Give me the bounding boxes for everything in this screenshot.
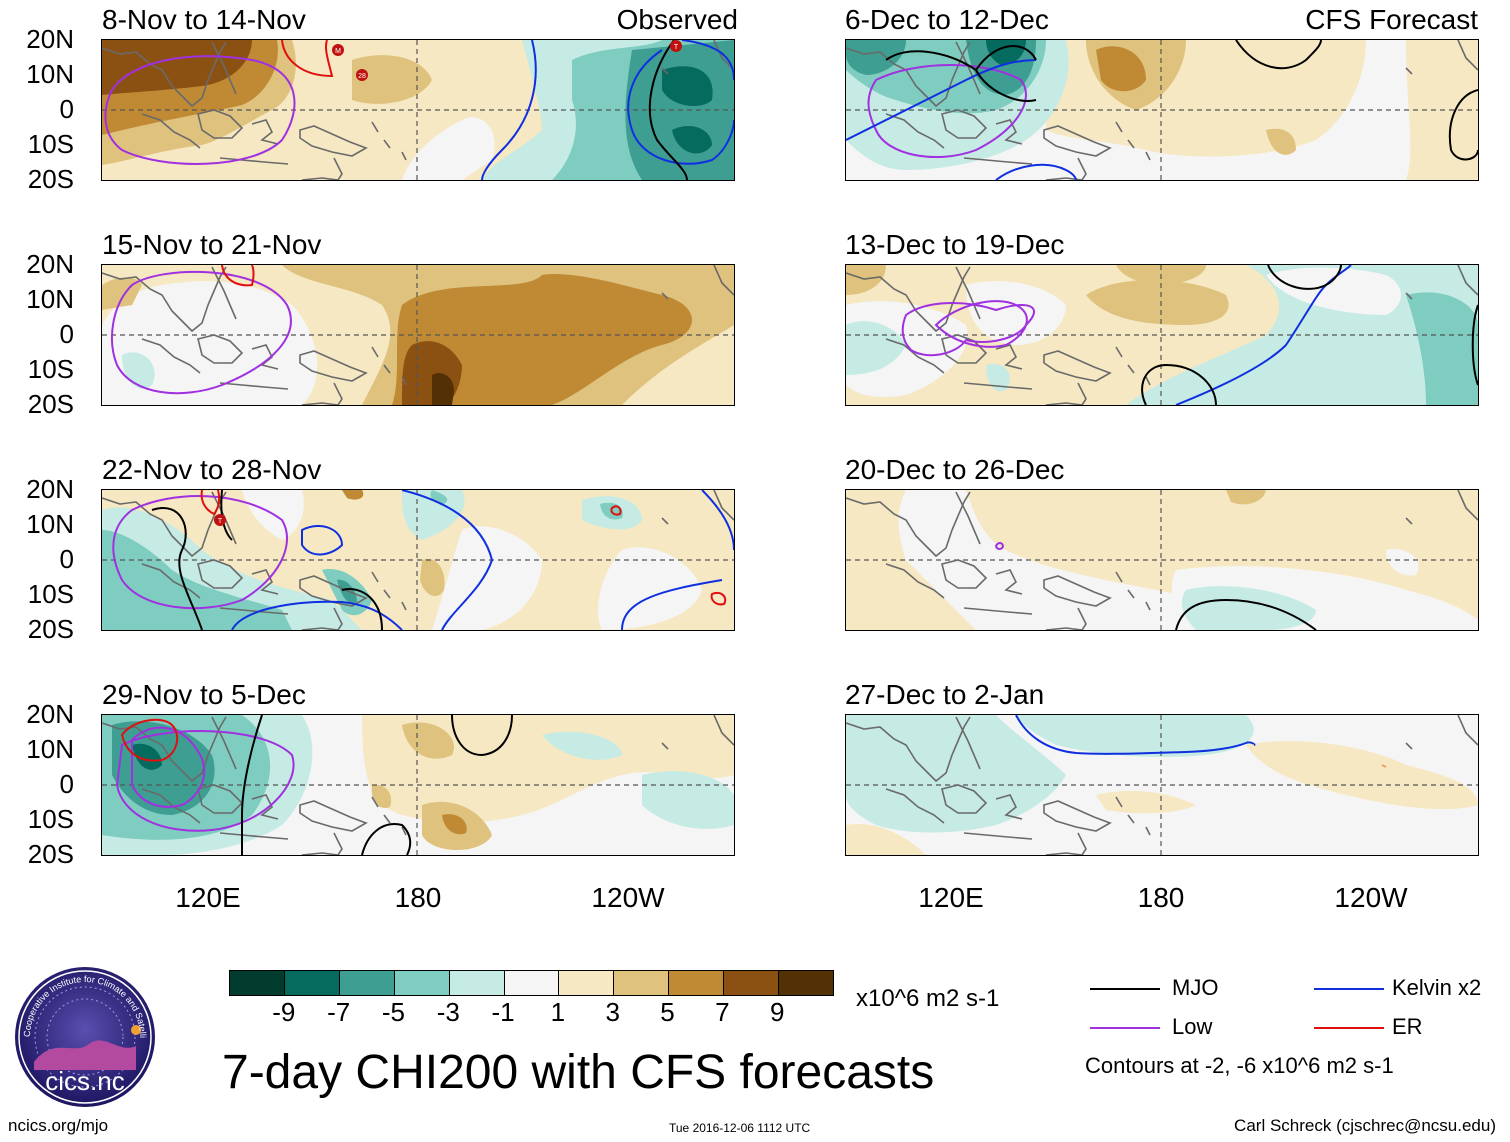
map-panel-6 [845, 264, 1479, 406]
colorbar-cell [284, 971, 340, 995]
footer-timestamp: Tue 2016-12-06 1112 UTC [669, 1121, 811, 1135]
colorbar-cell [779, 971, 833, 995]
main-title: 7-day CHI200 with CFS forecasts [222, 1046, 935, 1099]
storm-marker-m: M [332, 44, 344, 56]
lat-label: 10S [27, 354, 74, 384]
footer-author: Carl Schreck (cjschrec@ncsu.edu) [1234, 1116, 1496, 1135]
cicsnc-logo: Cooperative Institute for Climate and Sa… [11, 958, 156, 1108]
panel-title-6: 13-Dec to 19-Dec [845, 229, 1065, 260]
lat-label: 10N [26, 59, 74, 89]
lat-label: 20S [27, 389, 74, 419]
svg-text:T: T [218, 518, 223, 525]
colorbar-units: x10^6 m2 s-1 [856, 985, 1000, 1012]
lat-label: 20N [26, 699, 74, 729]
storm-marker-28: 28 [356, 69, 368, 81]
panel-title-7: 20-Dec to 26-Dec [845, 454, 1065, 485]
lat-label: 20N [26, 24, 74, 54]
map-panel-1: M 28 T [101, 39, 735, 181]
colorbar-cell [559, 971, 615, 995]
lon-label: 180 [394, 882, 442, 913]
contours-note: Contours at -2, -6 x10^6 m2 s-1 [1085, 1053, 1394, 1078]
observed-label: Observed [616, 4, 738, 35]
colorbar-cell [449, 971, 505, 995]
lon-label: 120E [918, 882, 984, 913]
legend-er-swatch [1314, 1027, 1384, 1029]
colorbar-tick-label: -9 [272, 997, 296, 1027]
map-panel-3: T [101, 489, 735, 631]
lat-label: 0 [59, 319, 74, 349]
colorbar-cell [394, 971, 450, 995]
lat-label: 20S [27, 614, 74, 644]
svg-text:cics.nc: cics.nc [45, 1066, 124, 1096]
lon-label: 180 [1137, 882, 1185, 913]
colorbar-tick-label: 3 [605, 997, 620, 1027]
svg-text:M: M [335, 48, 341, 55]
colorbar-tick-label: 9 [769, 997, 785, 1027]
legend-low-label: Low [1172, 1014, 1213, 1039]
storm-marker-t: T [214, 514, 226, 526]
storm-marker-t: T [670, 40, 682, 52]
colorbar-tick-label: -5 [381, 997, 406, 1027]
legend-kelvin-label: Kelvin x2 [1392, 975, 1482, 1000]
panel-title-4: 29-Nov to 5-Dec [102, 679, 306, 710]
lat-label: 10S [27, 579, 74, 609]
legend-mjo-swatch [1090, 988, 1160, 990]
lat-label: 20S [27, 839, 74, 869]
legend-kelvin-swatch [1314, 988, 1384, 990]
colorbar [229, 970, 834, 996]
lon-label: 120W [1334, 882, 1408, 913]
svg-text:T: T [674, 44, 679, 51]
legend-low-swatch [1090, 1027, 1160, 1029]
lat-label: 10S [27, 129, 74, 159]
panel-title-8: 27-Dec to 2-Jan [845, 679, 1045, 710]
legend-er-label: ER [1392, 1014, 1423, 1039]
colorbar-cell [339, 971, 395, 995]
colorbar-cell [669, 971, 725, 995]
colorbar-cell [724, 971, 780, 995]
colorbar-cell [614, 971, 670, 995]
lat-label: 10N [26, 509, 74, 539]
lat-label: 0 [59, 94, 74, 124]
panel-title-5: 6-Dec to 12-Dec [845, 4, 1049, 35]
svg-text:28: 28 [358, 73, 366, 80]
lat-label: 0 [59, 769, 74, 799]
footer-url[interactable]: ncics.org/mjo [8, 1116, 109, 1135]
lat-label: 20N [26, 249, 74, 279]
map-panel-4 [101, 714, 735, 856]
map-panel-5 [845, 39, 1479, 181]
lat-label: 10N [26, 734, 74, 764]
map-panel-7 [845, 489, 1479, 631]
lat-label: 20S [27, 164, 74, 194]
panel-title-3: 22-Nov to 28-Nov [102, 454, 322, 485]
lat-label: 20N [26, 474, 74, 504]
colorbar-tick-label: 1 [550, 997, 566, 1027]
colorbar-cell [504, 971, 560, 995]
lat-label: 10N [26, 284, 74, 314]
colorbar-tick-label: 5 [660, 997, 675, 1027]
panel-title-2: 15-Nov to 21-Nov [102, 229, 322, 260]
lat-label: 10S [27, 804, 74, 834]
map-panel-8 [845, 714, 1479, 856]
colorbar-tick-label: -3 [436, 997, 460, 1027]
map-panel-2 [101, 264, 735, 406]
colorbar-tick-label: 7 [715, 997, 730, 1027]
colorbar-cell [230, 971, 285, 995]
panel-title-1: 8-Nov to 14-Nov [102, 4, 306, 35]
lon-label: 120W [591, 882, 665, 913]
lon-label: 120E [175, 882, 241, 913]
legend-mjo-label: MJO [1172, 975, 1219, 1000]
lat-label: 0 [59, 544, 74, 574]
colorbar-tick-label: -1 [491, 997, 515, 1027]
colorbar-tick-label: -7 [327, 997, 351, 1027]
cfs-forecast-label: CFS Forecast [1305, 4, 1478, 35]
